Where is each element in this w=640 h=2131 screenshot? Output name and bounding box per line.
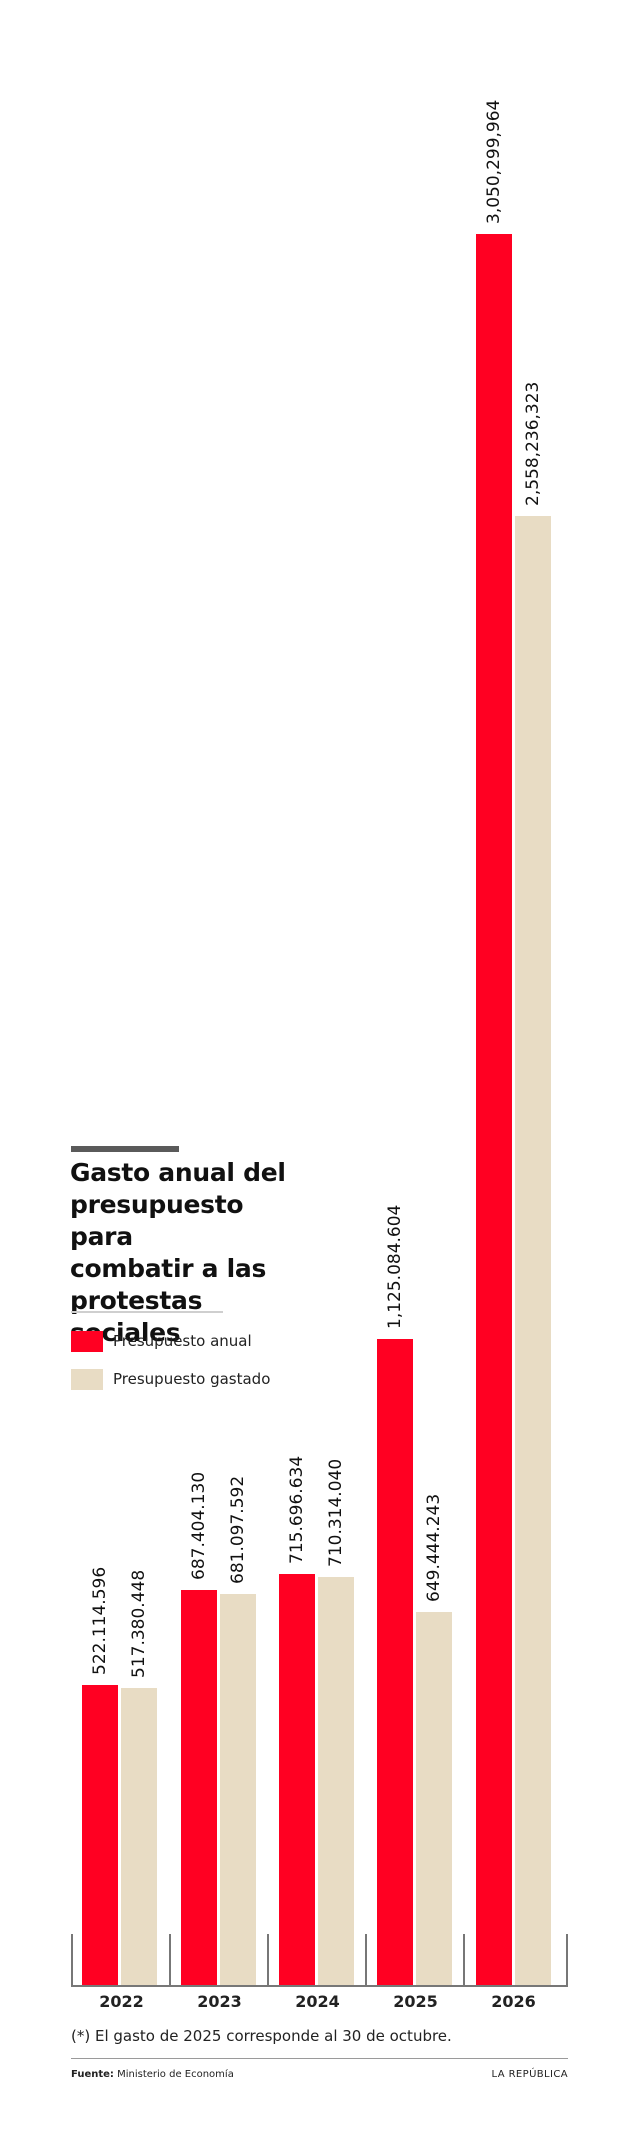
value-label: 522.114.596 bbox=[90, 1566, 110, 1675]
legend-label: Presupuesto anual bbox=[113, 1332, 252, 1350]
bar-annual-2024 bbox=[279, 1574, 315, 1985]
legend-swatch-spent bbox=[71, 1368, 103, 1390]
value-label: 649.444.243 bbox=[424, 1493, 444, 1602]
value-label: 681.097.592 bbox=[228, 1475, 248, 1584]
bar-annual-2022 bbox=[82, 1685, 118, 1985]
bar-annual-2023 bbox=[181, 1590, 217, 1985]
title-line: combatir a las bbox=[70, 1254, 267, 1283]
bar-spent-2025 bbox=[416, 1612, 452, 1985]
bar-spent-2024 bbox=[318, 1577, 354, 1985]
year-label: 2026 bbox=[491, 1992, 536, 2011]
title-line: presupuesto para bbox=[70, 1190, 244, 1251]
axis-tick bbox=[169, 1934, 171, 1987]
footer-rule bbox=[71, 2058, 568, 2059]
bar-annual-2026 bbox=[476, 234, 512, 1985]
year-label: 2024 bbox=[295, 1992, 340, 2011]
source-value: Ministerio de Economía bbox=[117, 2069, 234, 2080]
year-label: 2022 bbox=[99, 1992, 144, 2011]
x-axis bbox=[71, 1985, 568, 1987]
year-label: 2023 bbox=[197, 1992, 242, 2011]
title-line: Gasto anual del bbox=[70, 1158, 286, 1187]
bar-annual-2025 bbox=[377, 1339, 413, 1985]
bar-spent-2022 bbox=[121, 1688, 157, 1985]
legend-rule bbox=[71, 1311, 223, 1313]
value-label: 710.314.040 bbox=[326, 1458, 346, 1567]
axis-tick bbox=[365, 1934, 367, 1987]
source-label: Fuente: bbox=[71, 2069, 114, 2080]
value-label: 2,558,236,323 bbox=[523, 381, 543, 506]
value-label: 3,050,299,964 bbox=[484, 99, 504, 224]
value-label: 1,125.084.604 bbox=[385, 1204, 405, 1329]
legend-item-spent: Presupuesto gastado bbox=[71, 1368, 270, 1390]
value-label: 715.696.634 bbox=[287, 1455, 307, 1564]
value-label: 687.404.130 bbox=[189, 1471, 209, 1580]
footnote: (*) El gasto de 2025 corresponde al 30 d… bbox=[71, 2027, 452, 2045]
axis-tick bbox=[463, 1934, 465, 1987]
chart-title: Gasto anual del presupuesto para combati… bbox=[70, 1157, 290, 1349]
axis-tick bbox=[267, 1934, 269, 1987]
brand-logo: LA REPÚBLICA bbox=[491, 2069, 568, 2080]
axis-tick bbox=[71, 1934, 73, 1987]
axis-tick bbox=[566, 1934, 568, 1987]
legend-swatch-annual bbox=[71, 1330, 103, 1352]
title-rule bbox=[71, 1146, 179, 1152]
bar-spent-2023 bbox=[220, 1594, 256, 1985]
bar-spent-2026 bbox=[515, 516, 551, 1985]
value-label: 517.380.448 bbox=[129, 1569, 149, 1678]
source: Fuente: Ministerio de Economía bbox=[71, 2069, 234, 2080]
legend-label: Presupuesto gastado bbox=[113, 1370, 271, 1388]
year-label: 2025 bbox=[393, 1992, 438, 2011]
legend-item-annual: Presupuesto anual bbox=[71, 1330, 252, 1352]
title-line: protestas sociales bbox=[70, 1286, 203, 1347]
